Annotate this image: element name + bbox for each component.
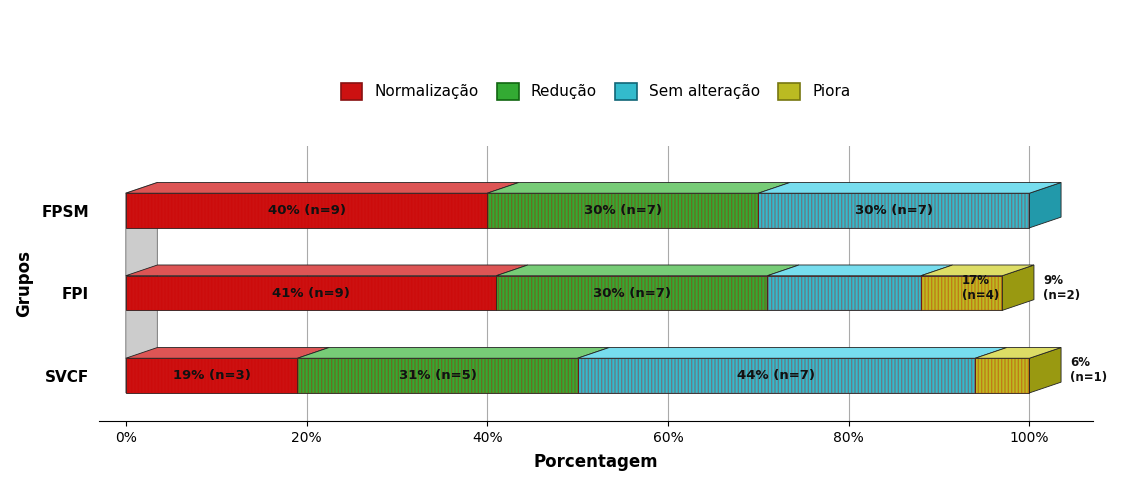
Polygon shape (1002, 265, 1034, 311)
Text: 30% (n=7): 30% (n=7) (593, 287, 670, 299)
Text: 9%
(n=2): 9% (n=2) (1043, 274, 1080, 302)
Polygon shape (577, 347, 1007, 358)
Bar (126, 193, 487, 228)
Text: 19% (n=3): 19% (n=3) (173, 369, 251, 382)
Polygon shape (297, 347, 610, 358)
Bar (767, 276, 921, 311)
Y-axis label: Grupos: Grupos (15, 250, 33, 317)
Polygon shape (758, 182, 1061, 193)
Bar (487, 193, 758, 228)
Polygon shape (921, 265, 1034, 276)
Bar (975, 358, 1029, 393)
Bar (126, 358, 297, 393)
Text: 40% (n=9): 40% (n=9) (268, 204, 345, 217)
Legend: Normalização, Redução, Sem alteração, Piora: Normalização, Redução, Sem alteração, Pi… (335, 77, 856, 106)
Text: 6%
(n=1): 6% (n=1) (1070, 356, 1107, 384)
Bar (126, 358, 297, 393)
Bar (297, 358, 577, 393)
Bar (758, 193, 1029, 228)
Bar (496, 276, 767, 311)
Polygon shape (126, 182, 158, 393)
Text: 30% (n=7): 30% (n=7) (855, 204, 933, 217)
Bar (577, 358, 975, 393)
Bar (767, 276, 921, 311)
Bar (297, 358, 577, 393)
Text: 30% (n=7): 30% (n=7) (584, 204, 662, 217)
Polygon shape (487, 182, 790, 193)
Polygon shape (1029, 182, 1061, 228)
Polygon shape (975, 347, 1061, 358)
Text: 41% (n=9): 41% (n=9) (272, 287, 350, 299)
Polygon shape (496, 265, 799, 276)
Bar (921, 276, 1002, 311)
Bar (577, 358, 975, 393)
Polygon shape (1029, 347, 1061, 393)
Polygon shape (126, 347, 330, 358)
Polygon shape (767, 265, 953, 276)
Bar (126, 193, 487, 228)
Bar (921, 276, 1002, 311)
Bar (758, 193, 1029, 228)
Bar (975, 358, 1029, 393)
Text: 31% (n=5): 31% (n=5) (398, 369, 477, 382)
Bar (126, 276, 496, 311)
Bar (487, 193, 758, 228)
Bar (496, 276, 767, 311)
Text: 17%
(n=4): 17% (n=4) (962, 274, 999, 302)
Bar (126, 276, 496, 311)
Polygon shape (126, 182, 519, 193)
Polygon shape (126, 265, 528, 276)
Text: 44% (n=7): 44% (n=7) (737, 369, 816, 382)
X-axis label: Porcentagem: Porcentagem (533, 453, 658, 471)
